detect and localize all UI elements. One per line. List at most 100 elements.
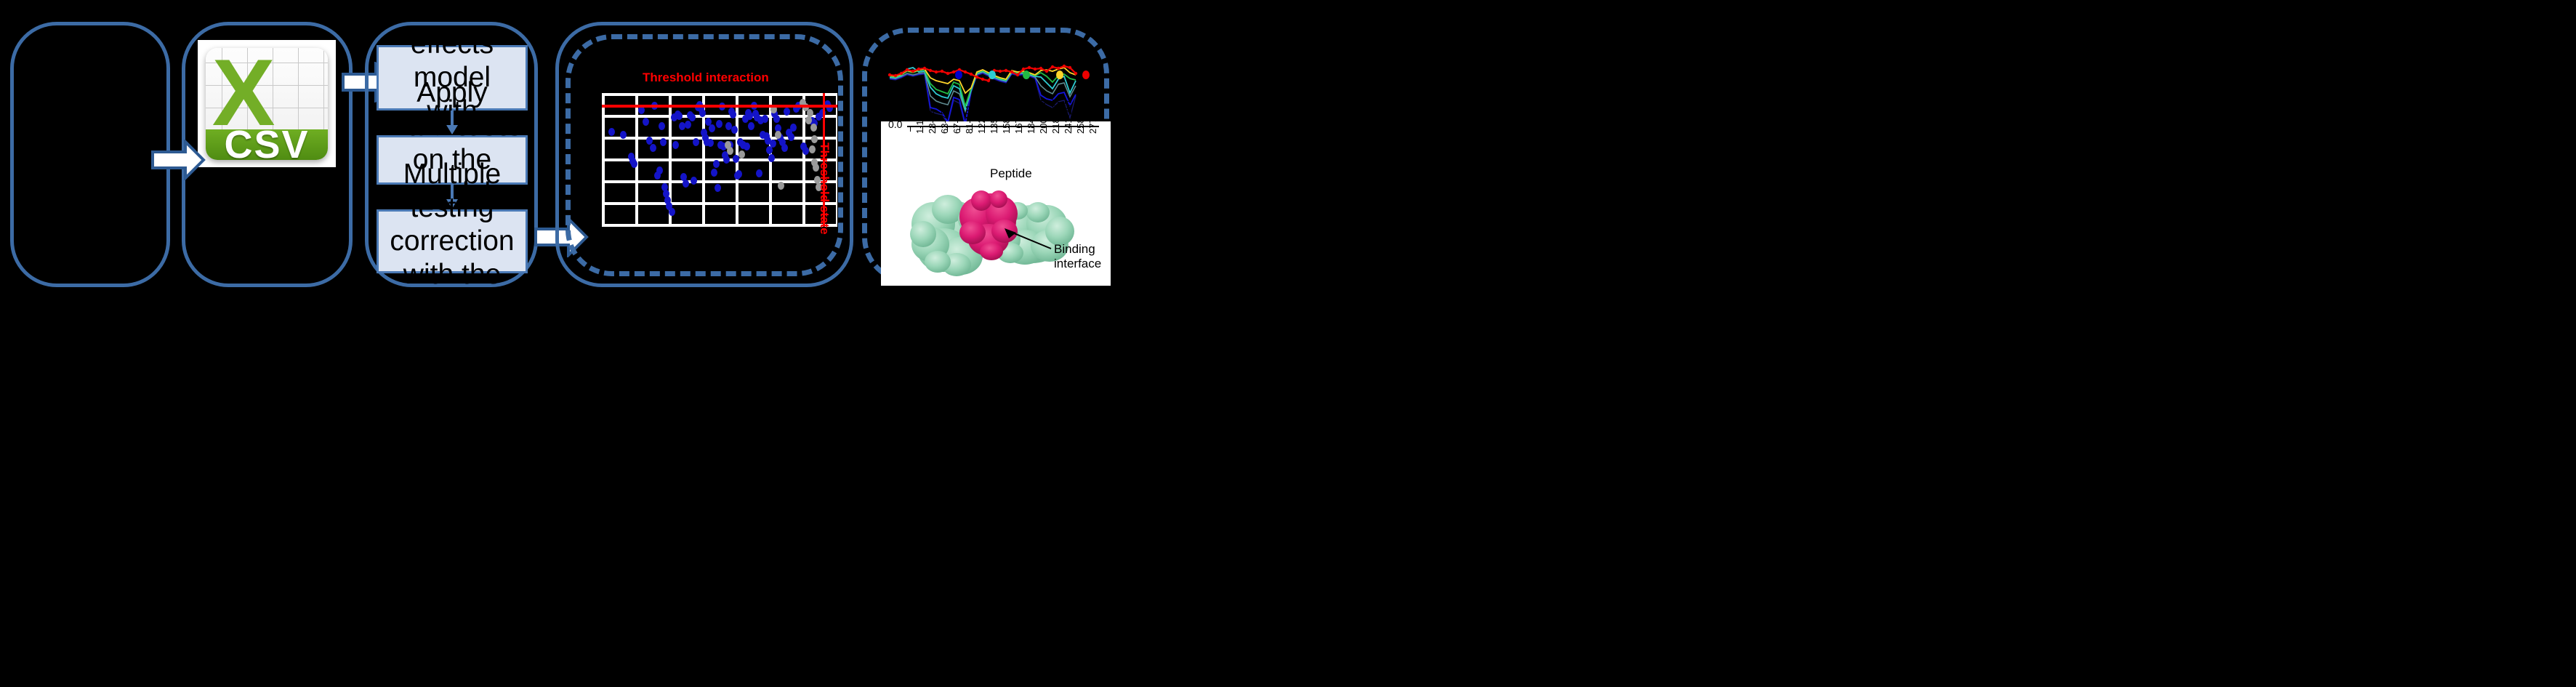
csv-icon-body: X CSV: [206, 47, 328, 160]
peptide-x-axis: [907, 126, 1099, 127]
scatter-point: [660, 138, 667, 146]
scatter-point: [620, 131, 627, 139]
scatter-point-ns: [800, 99, 806, 107]
scatter-point: [742, 115, 749, 123]
scatter-point: [800, 142, 807, 150]
scatter-point-ns: [727, 147, 733, 155]
scatter-point: [744, 142, 750, 150]
scatter-gridlines: [602, 93, 837, 227]
scatter-point-ns: [807, 109, 813, 117]
scatter-point: [725, 122, 732, 130]
stage-panel-input: [10, 22, 170, 287]
step-box-bh-text: Multiple testing correction with the BH …: [388, 158, 516, 358]
peptide-tick-label: 63-73: [939, 109, 950, 134]
scatter-point: [638, 106, 645, 114]
peptide-tick-label: 218-237: [1050, 99, 1061, 134]
scatter-point: [779, 138, 786, 146]
protein-surface-svg: [910, 190, 1074, 276]
protein-magenta-chain: [959, 190, 1018, 260]
peptide-tick-label: 122-129: [976, 99, 987, 134]
scatter-point: [768, 154, 775, 162]
peptide-tick-label: 277-284: [1087, 99, 1098, 134]
scatter-point: [685, 121, 691, 129]
scatter-point-ns: [725, 141, 731, 149]
peptide-tick-label: 200-214: [1038, 99, 1049, 134]
peptide-red-markers: [887, 64, 1078, 83]
binding-interface-label-line1: Binding: [1054, 242, 1095, 256]
scatter-point: [669, 208, 675, 216]
scatter-point: [672, 141, 679, 149]
scatter-point: [816, 113, 822, 121]
scatter-point: [740, 141, 746, 149]
scatter-point: [659, 122, 665, 130]
legend-marker-blue: [955, 71, 962, 79]
scatter-point: [661, 183, 668, 191]
peptide-tick-label: 1-15: [914, 114, 925, 134]
scatter-point: [654, 172, 661, 180]
scatter-point: [826, 104, 833, 112]
peptide-tick-label: 28-44: [927, 109, 938, 134]
scatter-point-ns: [805, 116, 812, 124]
csv-label-text: CSV: [224, 122, 310, 160]
peptide-tick-label: 184-199: [1026, 99, 1037, 134]
scatter-point-ns: [811, 158, 818, 166]
scatter-point: [756, 169, 762, 177]
scatter-point: [723, 156, 730, 164]
scatter-point-ns: [770, 105, 777, 113]
threshold-interaction-line: [602, 105, 837, 108]
scatter-point: [757, 116, 764, 124]
scatter-point: [762, 115, 768, 123]
peptide-tick-label: 167-180: [1013, 99, 1024, 134]
scatter-point: [689, 113, 696, 121]
scatter-point: [733, 155, 739, 163]
scatter-point: [693, 138, 699, 146]
threshold-state-line: [823, 93, 825, 227]
scatter-point: [770, 140, 776, 148]
scatter-point: [746, 112, 753, 120]
down-arrow-icon: [446, 185, 458, 209]
csv-spreadsheet-grid: [206, 47, 328, 131]
scatter-point: [715, 184, 721, 192]
scatter-plot: [602, 93, 837, 227]
scatter-point: [716, 120, 723, 128]
scatter-point: [663, 190, 669, 198]
scatter-point: [701, 129, 707, 137]
scatter-point-ns: [813, 164, 819, 172]
scatter-point: [736, 170, 742, 178]
scatter-point: [666, 202, 672, 210]
scatter-point: [786, 129, 792, 137]
scatter-point: [656, 166, 663, 174]
peptide-y-tick-label: 0.0: [888, 118, 903, 130]
scatter-point: [698, 105, 704, 113]
scatter-point-ns: [816, 183, 822, 191]
peptide-axis-title: Peptide: [990, 166, 1032, 180]
scatter-point: [754, 113, 760, 121]
scatter-point: [671, 113, 677, 121]
pointer-arrow-icon: [1005, 228, 1052, 249]
scatter-point: [704, 138, 710, 146]
scatter-point: [691, 177, 697, 185]
step-connector-2: [443, 185, 461, 209]
scatter-point: [773, 115, 780, 123]
scatter-point: [766, 146, 773, 154]
step-box-bh: Multiple testing correction with the BH …: [377, 158, 528, 357]
scatter-point-ns: [811, 135, 818, 143]
csv-x-letter: X: [212, 47, 275, 146]
threshold-interaction-label: Threshold interaction: [643, 71, 769, 84]
scatter-point: [730, 111, 736, 118]
scatter-point: [631, 160, 637, 168]
peptide-tick-marks: [907, 127, 1099, 132]
stage-panel-scatter: [555, 22, 853, 287]
scatter-point: [702, 134, 709, 142]
peptide-tick-label: 241-257: [1063, 99, 1074, 134]
peptide-tick-label: 67-75: [951, 109, 962, 134]
scatter-point-ns: [738, 150, 745, 158]
scatter-point: [676, 112, 683, 120]
scatter-point: [731, 126, 738, 134]
scatter-point: [705, 118, 712, 126]
csv-file-icon: X CSV: [198, 40, 336, 167]
scatter-point: [608, 128, 615, 136]
scatter-point: [711, 169, 717, 177]
scatter-point: [628, 153, 635, 161]
scatter-point: [788, 133, 794, 141]
